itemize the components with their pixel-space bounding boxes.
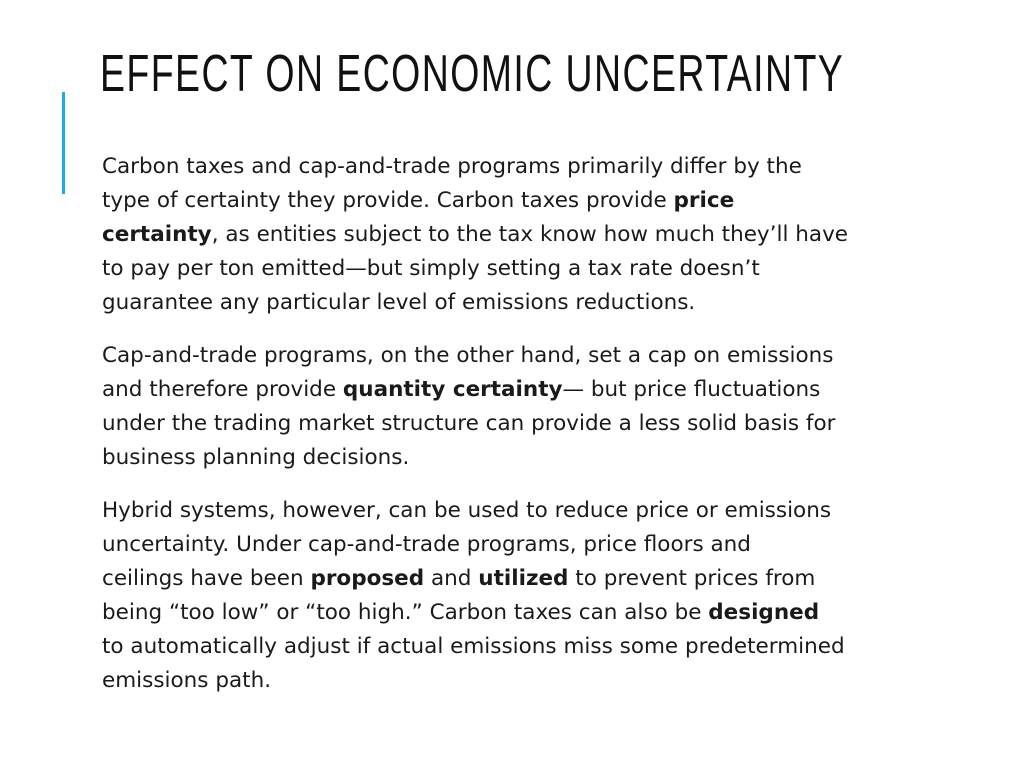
text-segment: emissions path. [102, 668, 272, 693]
text-segment: uncertainty. Under cap-and-trade program… [102, 532, 751, 557]
text-line: guarantee any particular level of emissi… [102, 286, 982, 320]
bold-text: utilized [478, 566, 569, 591]
text-segment: type of certainty they provide. Carbon t… [102, 188, 674, 213]
bold-text: price [673, 188, 735, 213]
paragraph: Cap-and-trade programs, on the other han… [102, 339, 982, 475]
text-segment: Carbon taxes and cap-and-trade programs … [102, 154, 802, 179]
text-line: Hybrid systems, however, can be used to … [102, 494, 982, 528]
text-line: type of certainty they provide. Carbon t… [102, 184, 982, 218]
text-line: Carbon taxes and cap-and-trade programs … [102, 150, 982, 184]
text-line: ceilings have been proposed and utilized… [102, 562, 982, 596]
text-segment: business planning decisions. [102, 445, 410, 470]
accent-bar [62, 92, 65, 194]
text-line: to automatically adjust if actual emissi… [102, 630, 982, 664]
text-segment: Cap-and-trade programs, on the other han… [102, 343, 834, 368]
text-segment: Hybrid systems, however, can be used to … [102, 498, 832, 523]
bold-text: certainty [102, 222, 212, 247]
slide-title: EFFECT ON ECONOMIC UNCERTAINTY [100, 45, 845, 103]
text-segment: and [424, 566, 479, 591]
text-line: certainty, as entities subject to the ta… [102, 218, 982, 252]
text-segment: and therefore provide [102, 377, 343, 402]
text-segment: to prevent prices from [568, 566, 816, 591]
text-segment: , as entities subject to the tax know ho… [211, 222, 849, 247]
text-segment: to pay per ton emitted—but simply settin… [102, 256, 760, 281]
text-segment: guarantee any particular level of emissi… [102, 290, 696, 315]
text-line: uncertainty. Under cap-and-trade program… [102, 528, 982, 562]
text-segment: to automatically adjust if actual emissi… [102, 634, 845, 659]
text-segment: — but price fluctuations [562, 377, 821, 402]
text-segment: under the trading market structure can p… [102, 411, 836, 436]
text-segment: being “too low” or “too high.” Carbon ta… [102, 600, 709, 625]
bold-text: designed [708, 600, 820, 625]
text-line: business planning decisions. [102, 441, 982, 475]
text-line: Cap-and-trade programs, on the other han… [102, 339, 982, 373]
text-line: emissions path. [102, 664, 982, 698]
text-line: to pay per ton emitted—but simply settin… [102, 252, 982, 286]
bold-text: proposed [310, 566, 425, 591]
paragraph: Carbon taxes and cap-and-trade programs … [102, 150, 982, 320]
text-line: under the trading market structure can p… [102, 407, 982, 441]
text-line: and therefore provide quantity certainty… [102, 373, 982, 407]
paragraph: Hybrid systems, however, can be used to … [102, 494, 982, 698]
slide-body: Carbon taxes and cap-and-trade programs … [102, 150, 982, 717]
text-line: being “too low” or “too high.” Carbon ta… [102, 596, 982, 630]
bold-text: quantity certainty [342, 377, 563, 402]
text-segment: ceilings have been [102, 566, 311, 591]
